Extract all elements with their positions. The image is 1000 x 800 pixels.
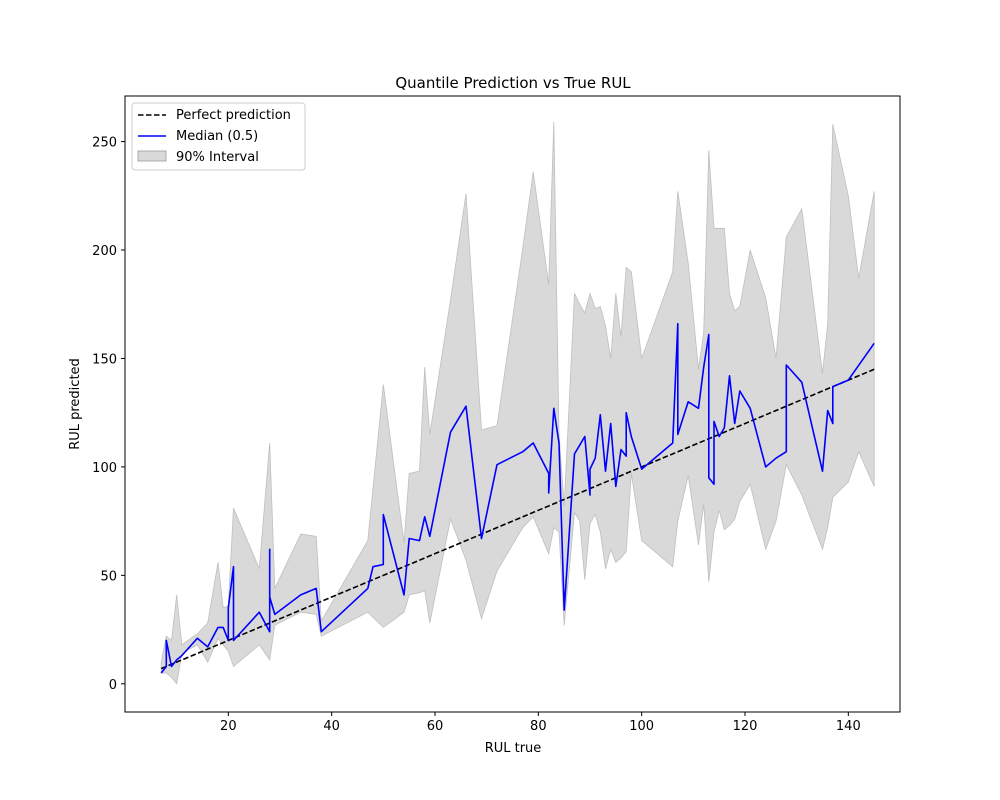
x-tick-label: 80 — [530, 719, 547, 734]
perfect-prediction-line — [160, 368, 875, 670]
axes-frame — [124, 95, 901, 713]
x-tick-label: 20 — [220, 719, 237, 734]
interval-band — [160, 121, 875, 685]
x-tick-label: 100 — [629, 719, 654, 734]
legend-interval-swatch — [137, 150, 167, 162]
legend-median-label: Median (0.5) — [176, 129, 258, 144]
y-tick-label: 250 — [92, 136, 117, 151]
y-tick-label: 0 — [109, 678, 117, 693]
x-tick-label: 40 — [323, 719, 340, 734]
chart-title: Quantile Prediction vs True RUL — [395, 74, 631, 92]
x-axis-label: RUL true — [485, 741, 542, 756]
y-tick-label: 150 — [92, 352, 117, 367]
plot-area — [160, 121, 875, 685]
x-axis: 20 40 60 80 100 120 140 — [220, 712, 861, 734]
legend-perfect-label: Perfect prediction — [176, 108, 291, 123]
x-tick-label: 120 — [733, 719, 758, 734]
legend-interval-label: 90% Interval — [176, 150, 259, 165]
x-tick-label: 60 — [427, 719, 444, 734]
median-line — [160, 322, 875, 674]
y-axis: 0 50 100 150 200 250 — [92, 136, 125, 693]
y-axis-label: RUL predicted — [68, 358, 83, 450]
y-tick-label: 200 — [92, 244, 117, 259]
y-tick-label: 50 — [100, 569, 117, 584]
legend: Perfect prediction Median (0.5) 90% Inte… — [131, 102, 306, 171]
x-tick-label: 140 — [836, 719, 861, 734]
legend-box — [131, 102, 306, 171]
y-tick-label: 100 — [92, 461, 117, 476]
